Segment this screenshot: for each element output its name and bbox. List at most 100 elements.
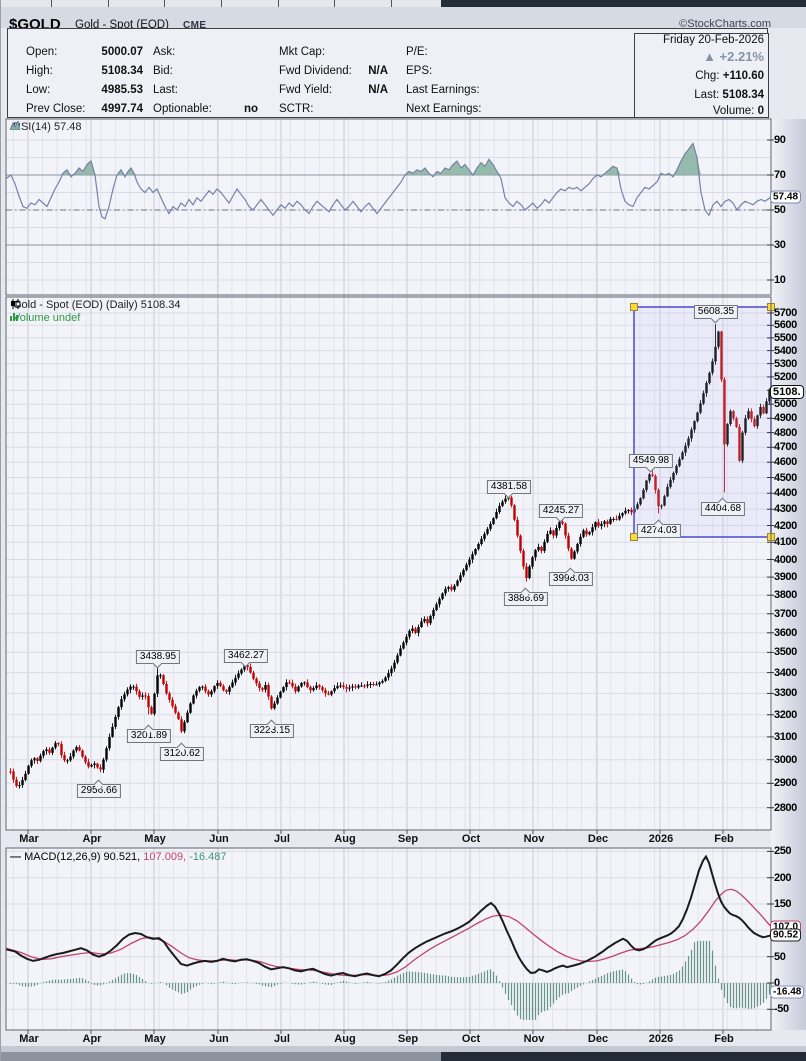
quote-date: Friday 20-Feb-2026 (663, 34, 764, 46)
x-axis-label: 2026 (648, 833, 674, 845)
y-axis-label: -50 (774, 1003, 789, 1016)
x-axis-label: Apr (82, 833, 102, 845)
price-annotation[interactable]: 3998.03 (548, 567, 594, 586)
x-axis-label: Nov (523, 833, 545, 845)
quote-value: 5108.34 (101, 65, 143, 77)
y-axis-label: 4800 (774, 426, 797, 439)
y-axis-label: 50 (774, 204, 786, 216)
x-axis-label: Aug (334, 1033, 356, 1045)
y-axis-label: 3000 (774, 753, 797, 766)
y-axis-label: 4500 (774, 471, 797, 484)
top-strip-divider (278, 0, 279, 7)
bottom-window-strip (1, 1052, 806, 1061)
selection-handle[interactable] (630, 303, 638, 311)
price-annotation[interactable]: 3223.15 (249, 719, 295, 738)
macd-hist-pill: -16.48 (770, 985, 805, 999)
price-annotation[interactable]: 4381.58 (486, 480, 532, 499)
price-annotation[interactable]: 4274.03 (636, 519, 682, 538)
x-axis-label: Dec (587, 833, 609, 845)
last-value: 5108.34 (722, 89, 764, 101)
y-axis-label: 5300 (774, 357, 797, 370)
x-axis-label: Aug (334, 833, 356, 845)
quote-label: Low: (26, 84, 51, 96)
y-axis-label: 0 (774, 977, 780, 989)
y-axis-label: 5500 (774, 331, 797, 344)
x-axis-label: May (144, 833, 166, 845)
y-axis-label: 5700 (774, 307, 797, 319)
volume-row: Volume: 0 (604, 104, 764, 119)
quote-value: no (244, 103, 259, 115)
y-axis-label: 3200 (774, 708, 797, 721)
symbol-exchange: CME (183, 20, 207, 31)
price-annotation[interactable]: 3438.95 (135, 650, 181, 669)
selection-box[interactable] (633, 306, 772, 538)
quote-label: Mkt Cap: (279, 46, 326, 58)
x-axis-label: Feb (714, 833, 734, 845)
x-axis-label: Sep (397, 833, 419, 845)
copyright: ©StockCharts.com (679, 18, 771, 30)
quote-label: EPS: (406, 65, 433, 77)
y-axis-label: 5400 (774, 344, 797, 357)
rsi-label: RSI(14) 57.48 (10, 121, 81, 133)
top-strip-divider (334, 0, 335, 7)
rsi-value-pill: 57.48 (770, 190, 802, 204)
top-strip-divider (164, 0, 165, 7)
x-axis-label: Jul (274, 1033, 290, 1045)
change-row: Chg: +110.60 (604, 69, 764, 84)
macd-line-icon: — (10, 851, 21, 863)
x-axis-label: Oct (461, 1033, 481, 1045)
price-annotation[interactable]: 2956.66 (76, 779, 122, 798)
price-annotation[interactable]: 5608.35 (693, 305, 739, 324)
price-annotation[interactable]: 4245.27 (538, 504, 584, 523)
percent-change: ▲ +2.21% (703, 49, 764, 64)
price-value-pill: 5108. (770, 385, 804, 399)
summary-box (634, 33, 769, 118)
price-annotation[interactable]: 3120.62 (159, 742, 205, 761)
x-axis-label: Mar (19, 1033, 39, 1045)
x-axis-label: 2026 (648, 1033, 674, 1045)
y-axis-label: 5200 (774, 370, 797, 383)
top-strip-divider (391, 0, 392, 7)
x-axis-label: Mar (19, 833, 39, 845)
macd-hist-text: -16.487 (189, 851, 227, 863)
quote-label: Fwd Dividend: (279, 65, 352, 77)
y-axis-label: 70 (774, 169, 786, 181)
x-axis-label: Nov (523, 1033, 545, 1045)
quote-label: High: (26, 65, 53, 77)
price-annotation[interactable]: 4404.68 (700, 497, 746, 516)
macd-label: — MACD(12,26,9) 90.521, 107.009, -16.487 (10, 851, 227, 863)
y-axis-label: 5000 (774, 398, 797, 411)
y-axis-label: 4000 (774, 553, 797, 566)
bottom-window-strip-dark (441, 1052, 806, 1061)
x-axis-label: Apr (82, 1033, 102, 1045)
price-annotation[interactable]: 3462.27 (223, 649, 269, 668)
bottom-strip (1, 1046, 806, 1052)
last-label: Last: (694, 89, 720, 101)
x-axis-label: Jun (209, 833, 229, 845)
y-axis-label: 250 (774, 845, 792, 858)
top-strip-divider (108, 0, 109, 7)
quote-value: 4997.74 (101, 103, 143, 115)
y-axis-label: 150 (774, 898, 792, 910)
price-annotation[interactable]: 3886.69 (503, 587, 549, 606)
x-axis-label: Oct (461, 833, 481, 845)
price-annotation[interactable]: 3201.89 (126, 724, 172, 743)
macd-signal-text: 107.009, (143, 851, 187, 863)
quote-label: Ask: (153, 46, 176, 58)
x-axis-label: May (144, 1033, 166, 1045)
quote-label: Last Earnings: (406, 84, 480, 96)
macd-name-text: MACD(12,26,9) 90.521, (24, 851, 141, 863)
y-axis-label: 3300 (774, 687, 797, 700)
price-annotation[interactable]: 4549.98 (628, 454, 674, 473)
volume-label: Volume: (712, 105, 755, 117)
change-label: Chg: (695, 70, 720, 82)
y-axis-label: 50 (774, 950, 786, 963)
y-axis-label: 4600 (774, 456, 797, 469)
quote-value: 5000.07 (101, 46, 143, 58)
x-axis-label: Feb (714, 1033, 734, 1045)
quote-label: Next Earnings: (406, 103, 482, 115)
price-title-text: Gold - Spot (EOD) (Daily) 5108.34 (13, 299, 181, 311)
y-axis-label: 2800 (774, 801, 797, 814)
